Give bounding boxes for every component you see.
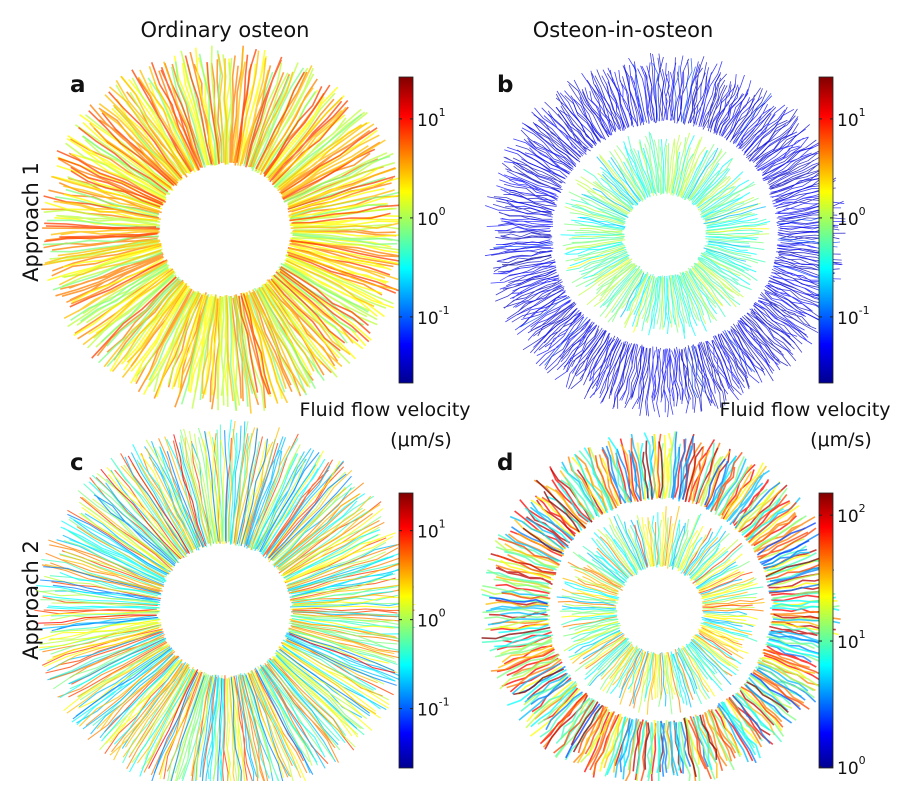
tick-label: 101	[837, 106, 866, 131]
tick-exponent: -1	[859, 304, 870, 317]
colorbar	[819, 77, 833, 383]
osteon-image	[34, 420, 415, 781]
tick-base: 10	[837, 309, 859, 329]
tick-base: 10	[417, 309, 439, 329]
osteon-image	[481, 431, 841, 781]
tick-label: 100	[837, 754, 866, 779]
tick-label: 101	[837, 628, 866, 653]
colorbar-unit: (μm/s)	[390, 429, 452, 451]
tick-base: 10	[417, 111, 439, 131]
tick-base: 10	[837, 507, 859, 527]
row-label: Approach 1	[19, 162, 43, 282]
flow-lines	[36, 420, 408, 781]
tick-exponent: -1	[439, 304, 450, 317]
tick-base: 10	[837, 633, 859, 653]
tick-exponent: 1	[439, 518, 446, 531]
tick-base: 10	[837, 759, 859, 779]
tick-label: 10-1	[417, 696, 450, 721]
tick-base: 10	[417, 701, 439, 721]
colorbar	[399, 493, 413, 768]
tick-exponent: -1	[439, 696, 450, 709]
tick-exponent: 2	[859, 502, 866, 515]
tick-exponent: 1	[439, 106, 446, 119]
tick-label: 100	[837, 205, 866, 230]
colorbar	[819, 493, 833, 768]
flow-lines	[485, 54, 845, 417]
column-title: Osteon-in-osteon	[533, 18, 714, 42]
tick-label: 10-1	[417, 304, 450, 329]
figure: Ordinary osteon Osteon-in-osteon Approac…	[0, 0, 921, 781]
column-title: Ordinary osteon	[141, 18, 310, 42]
tick-label: 100	[417, 205, 446, 230]
tick-label: 100	[417, 607, 446, 632]
tick-exponent: 1	[859, 106, 866, 119]
colorbar-title: Fluid flow velocity	[719, 399, 890, 421]
colorbar	[399, 77, 413, 383]
tick-label: 10-1	[837, 304, 870, 329]
osteon-image	[485, 53, 846, 417]
tick-exponent: 0	[859, 754, 866, 767]
panel-letter: d	[497, 450, 513, 476]
tick-label: 101	[417, 518, 446, 543]
panel-letter: b	[497, 72, 513, 98]
tick-base: 10	[417, 612, 439, 632]
tick-base: 10	[837, 210, 859, 230]
panel-letter: c	[70, 450, 84, 476]
tick-exponent: 0	[439, 607, 446, 620]
tick-base: 10	[837, 111, 859, 131]
panel-letter: a	[70, 72, 86, 98]
tick-label: 101	[417, 106, 446, 131]
tick-exponent: 0	[859, 205, 866, 218]
colorbar-title: Fluid flow velocity	[299, 399, 470, 421]
tick-label: 102	[837, 502, 866, 527]
row-label: Approach 2	[19, 540, 43, 660]
tick-exponent: 1	[859, 628, 866, 641]
tick-exponent: 0	[439, 205, 446, 218]
osteon-image	[41, 46, 408, 414]
tick-base: 10	[417, 210, 439, 230]
tick-base: 10	[417, 523, 439, 543]
colorbar-unit: (μm/s)	[810, 429, 872, 451]
